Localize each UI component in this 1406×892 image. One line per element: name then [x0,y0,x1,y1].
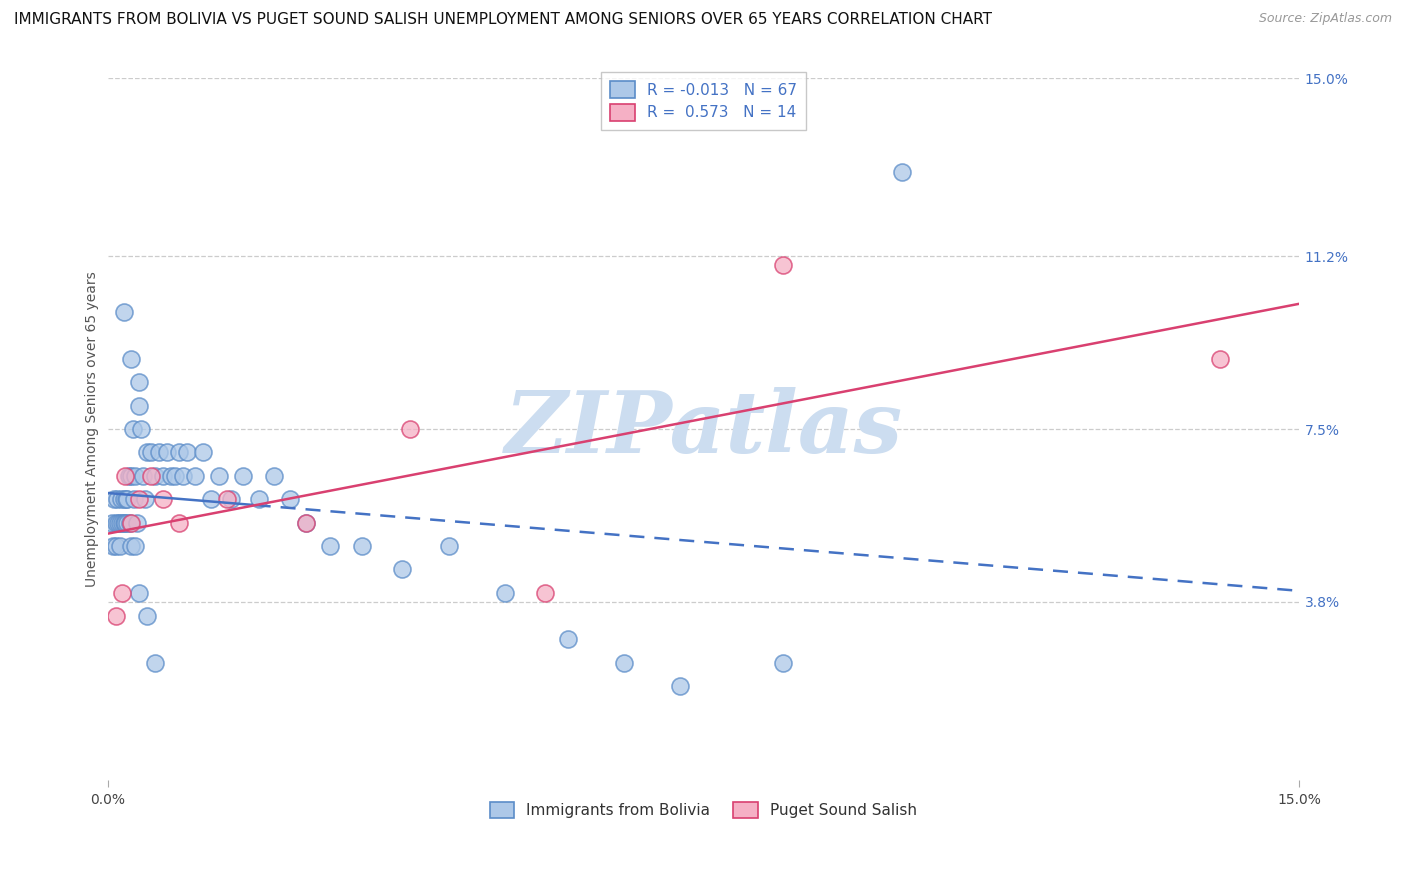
Point [232,468,254,483]
Point [121,351,143,366]
Point [494,585,516,599]
Point [112,492,135,507]
Point [105,492,128,507]
Point [117,516,139,530]
Point [184,468,207,483]
Point [143,468,166,483]
Point [219,492,242,507]
Point [143,656,166,670]
Text: Source: ZipAtlas.com: Source: ZipAtlas.com [1258,12,1392,25]
Legend: Immigrants from Bolivia, Puget Sound Salish: Immigrants from Bolivia, Puget Sound Sal… [484,796,924,824]
Point [121,516,143,530]
Point [1209,351,1232,366]
Point [121,539,143,553]
Point [533,585,555,599]
Point [110,492,132,507]
Point [100,516,122,530]
Point [122,422,145,436]
Point [107,516,129,530]
Point [112,305,135,319]
Point [122,492,145,507]
Point [124,468,146,483]
Point [295,516,318,530]
Point [124,539,146,553]
Point [103,539,125,553]
Point [152,468,174,483]
Point [115,492,138,507]
Point [128,376,150,390]
Point [121,468,143,483]
Point [152,492,174,507]
Point [208,468,231,483]
Point [118,468,141,483]
Point [167,516,190,530]
Point [391,562,413,576]
Point [191,445,214,459]
Point [128,492,150,507]
Point [156,445,179,459]
Point [114,468,136,483]
Point [439,539,461,553]
Point [141,445,163,459]
Point [167,445,190,459]
Point [263,468,285,483]
Point [215,492,238,507]
Point [200,492,222,507]
Point [129,422,152,436]
Point [128,585,150,599]
Point [668,679,690,693]
Point [176,445,198,459]
Point [891,165,914,179]
Point [772,259,794,273]
Y-axis label: Unemployment Among Seniors over 65 years: Unemployment Among Seniors over 65 years [86,271,100,587]
Point [557,632,579,647]
Point [108,539,131,553]
Point [132,468,155,483]
Point [398,422,420,436]
Point [613,656,636,670]
Point [125,516,148,530]
Point [114,516,136,530]
Point [141,468,163,483]
Point [136,445,159,459]
Point [128,399,150,413]
Point [165,468,187,483]
Point [104,539,127,553]
Point [117,492,139,507]
Point [134,492,156,507]
Point [350,539,373,553]
Point [104,609,127,624]
Point [160,468,183,483]
Point [111,585,134,599]
Point [136,609,159,624]
Point [108,516,131,530]
Point [112,516,135,530]
Point [295,516,318,530]
Point [148,445,170,459]
Point [111,516,134,530]
Point [247,492,270,507]
Point [319,539,342,553]
Point [103,492,125,507]
Point [104,516,127,530]
Point [280,492,302,507]
Point [172,468,194,483]
Text: ZIPatlas: ZIPatlas [505,387,903,471]
Text: IMMIGRANTS FROM BOLIVIA VS PUGET SOUND SALISH UNEMPLOYMENT AMONG SENIORS OVER 65: IMMIGRANTS FROM BOLIVIA VS PUGET SOUND S… [14,12,993,27]
Point [772,656,794,670]
Point [118,516,141,530]
